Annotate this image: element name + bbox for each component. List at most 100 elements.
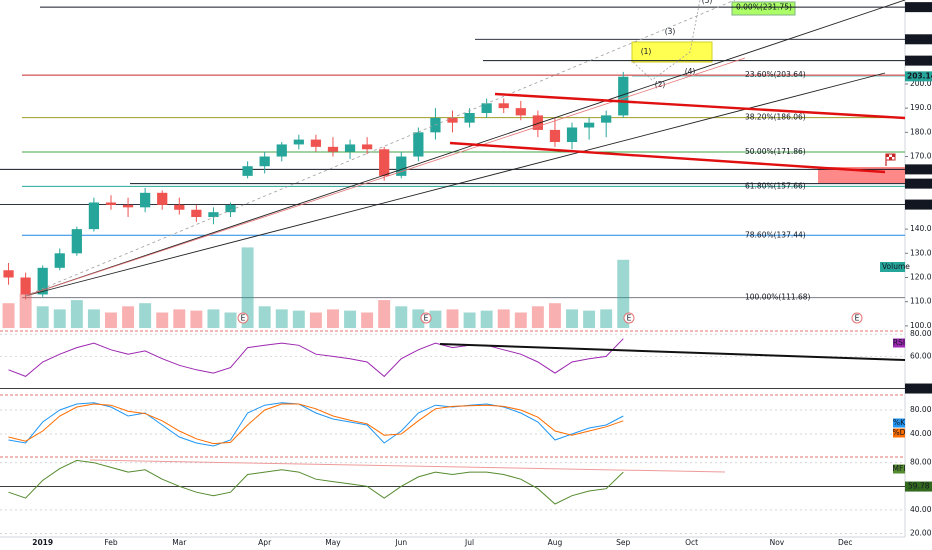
volume-bar — [480, 310, 493, 328]
candle-body — [259, 156, 270, 167]
candle-body — [3, 270, 14, 278]
y-tick-label: 180.00 — [910, 127, 932, 136]
x-tick-label: Oct — [685, 538, 698, 547]
candle-body — [413, 132, 424, 157]
x-tick-label: Aug — [548, 538, 563, 547]
y-tick-label: 140.00 — [910, 224, 932, 233]
volume-bar — [105, 312, 117, 328]
series-line — [8, 402, 624, 447]
x-tick-label: May — [325, 538, 341, 547]
volume-bar — [344, 310, 357, 328]
volume-label: Volume — [882, 262, 910, 271]
series-line — [8, 459, 624, 505]
candle-body — [583, 122, 595, 128]
fib-label: 61.80%(157.66) — [745, 181, 806, 190]
wave-label: (4) — [685, 67, 696, 76]
candle-body — [464, 112, 475, 123]
level-badge — [905, 481, 932, 492]
series-name: %D — [893, 428, 906, 437]
series-line — [8, 403, 624, 445]
volume-bar — [395, 306, 408, 328]
volume-bar — [173, 309, 186, 328]
series-badge — [893, 338, 905, 348]
earnings-marker — [420, 312, 432, 324]
price-label: 150.14 — [907, 200, 932, 209]
candle-body — [242, 166, 253, 176]
candle-body — [54, 253, 65, 268]
volume-bar — [617, 259, 630, 328]
y-tick-label: 60.00 — [910, 351, 932, 360]
candle-body — [157, 192, 168, 205]
volume-bar — [139, 303, 152, 328]
series-line — [8, 338, 624, 378]
candle-body — [293, 139, 304, 145]
price-label: 231.75 — [907, 2, 932, 11]
volume-bar — [53, 309, 66, 328]
y-tick-label: 80.00 — [910, 405, 932, 414]
volume-bar — [207, 309, 220, 328]
candle-body — [481, 103, 492, 113]
y-tick-label: 100.00 — [910, 321, 932, 330]
target-zone — [731, 1, 796, 16]
series-badge — [893, 428, 905, 438]
volume-bar — [36, 306, 49, 328]
fib-label: 23.60%(203.64) — [745, 70, 806, 79]
price-label-bg — [905, 2, 932, 13]
fib-label: 100.00%(111.68) — [745, 293, 811, 302]
y-tick-label: 200.00 — [910, 79, 932, 88]
candle-body — [618, 76, 629, 116]
fib-label: 38.20%(186.06) — [745, 113, 806, 122]
fib-label: 50.00%(171.86) — [745, 147, 806, 156]
candle-body — [140, 192, 151, 208]
volume-bar — [566, 309, 579, 328]
level-label: 59.78 — [908, 482, 930, 491]
earnings-label: E — [627, 314, 632, 323]
candle-body — [105, 202, 117, 205]
volume-bar — [156, 312, 169, 328]
volume-bar — [70, 300, 83, 328]
candle-body — [379, 149, 390, 176]
volume-bar — [275, 309, 288, 328]
volume-bar — [531, 306, 544, 328]
volume-bar — [190, 310, 203, 328]
earnings-label: E — [424, 314, 429, 323]
volume-bar — [122, 306, 135, 328]
volume-bar — [446, 309, 459, 328]
price-label-bg — [905, 178, 932, 189]
level-label: 31.13 — [908, 384, 930, 393]
series-badge — [893, 464, 905, 474]
candle-body — [37, 267, 48, 295]
price-label-bg — [905, 199, 932, 210]
earnings-marker — [623, 312, 635, 324]
candle-body — [344, 144, 356, 152]
target-zone — [631, 41, 713, 63]
price-label-bg — [905, 55, 932, 66]
y-tick-label: 40.00 — [910, 429, 932, 438]
x-tick-label: Apr — [258, 538, 272, 547]
price-label-bg — [905, 71, 932, 82]
candle-body — [225, 204, 236, 213]
x-tick-label: 2019 — [32, 538, 53, 547]
price-label: 203.14 — [907, 71, 932, 80]
x-tick-label: Feb — [104, 538, 118, 547]
candle-body — [310, 139, 322, 147]
trend-lines — [24, 0, 906, 473]
volume-bar — [412, 309, 425, 328]
price-label: 218.46 — [907, 34, 932, 43]
candle-body — [447, 117, 458, 123]
y-tick-label: 190.00 — [910, 103, 932, 112]
volume-bar — [463, 312, 476, 328]
level-badge — [905, 383, 932, 394]
earnings-label: E — [241, 314, 246, 323]
volume-bar — [497, 309, 510, 328]
series-name: %K — [893, 418, 906, 427]
volume-bar — [326, 309, 339, 328]
y-tick-label: 130.00 — [910, 248, 932, 257]
fib-label: 78.60%(137.44) — [745, 230, 806, 239]
series-badge — [893, 418, 905, 428]
candle-body — [601, 115, 612, 123]
flag-icon — [885, 153, 896, 166]
